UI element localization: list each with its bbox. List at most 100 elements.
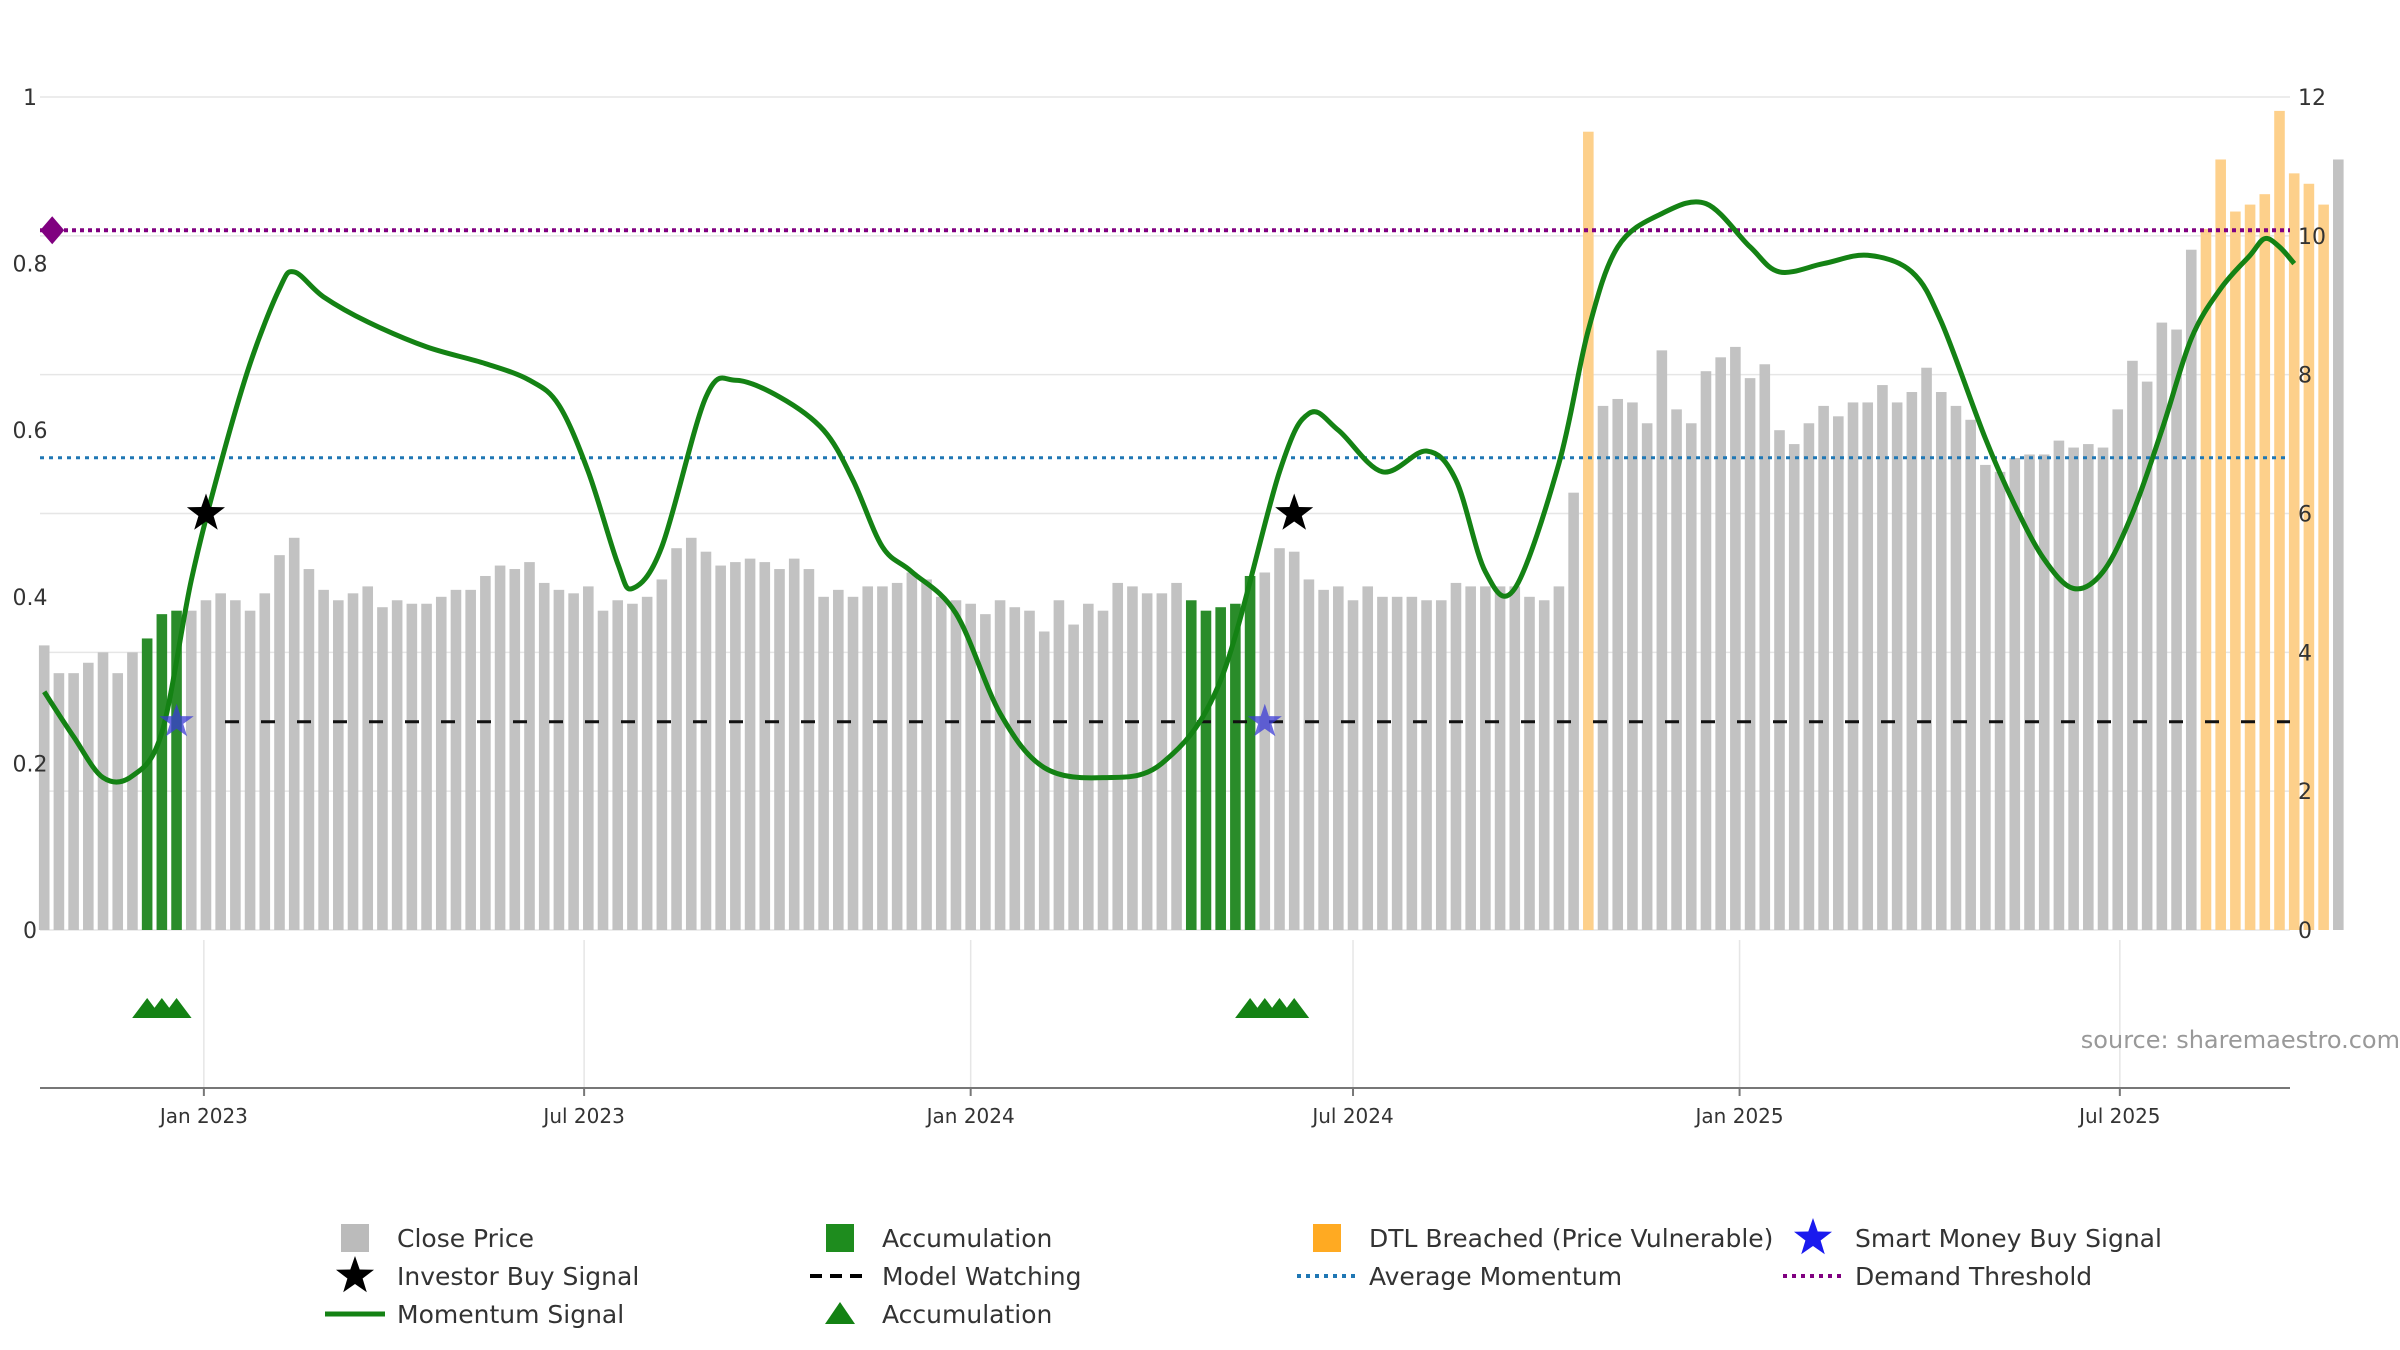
close-price-bar bbox=[1877, 385, 1888, 930]
close-price-bar bbox=[1597, 405, 1609, 930]
close-price-bar bbox=[2083, 444, 2094, 930]
close-price-bar bbox=[1024, 610, 1035, 930]
close-price-bar bbox=[524, 562, 535, 930]
close-price-bar bbox=[921, 579, 932, 930]
close-price-bar bbox=[1127, 586, 1138, 930]
close-price-bar bbox=[377, 607, 388, 930]
close-price-bar bbox=[2053, 440, 2065, 930]
close-price-bar bbox=[68, 673, 79, 930]
signal-markers bbox=[40, 216, 1314, 1018]
close-price-bar bbox=[185, 610, 197, 930]
reference-lines bbox=[40, 228, 2290, 724]
close-price-bar bbox=[803, 569, 815, 930]
close-price-bar bbox=[391, 600, 403, 930]
dtl-breached-bar bbox=[2230, 211, 2241, 931]
y-right-tick-label: 6 bbox=[2298, 503, 2312, 528]
x-tick-label: Jan 2024 bbox=[925, 1104, 1015, 1128]
legend-label: Smart Money Buy Signal bbox=[1855, 1224, 2162, 1253]
legend-swatch-square bbox=[826, 1224, 854, 1252]
close-price-bar bbox=[1038, 631, 1050, 930]
close-price-bar bbox=[1906, 392, 1918, 930]
close-price-bar bbox=[1891, 402, 1903, 930]
close-price-bar bbox=[833, 589, 844, 930]
y-left-tick-label: 1 bbox=[23, 86, 37, 111]
close-price-bar bbox=[1685, 423, 1697, 930]
close-price-bar bbox=[774, 569, 785, 930]
close-price-bar bbox=[935, 596, 947, 930]
x-tick-label: Jul 2023 bbox=[541, 1104, 624, 1128]
legend: Close Price Accumulation DTL Breached (Pri… bbox=[325, 1218, 2162, 1329]
close-price-bar bbox=[2068, 447, 2079, 930]
close-price-bar bbox=[1083, 603, 1094, 930]
legend-item: DTL Breached (Price Vulnerable) bbox=[1313, 1224, 1773, 1253]
close-price-bar bbox=[1612, 398, 1624, 930]
close-price-bar bbox=[215, 593, 226, 930]
close-price-bar bbox=[1656, 350, 1668, 930]
close-price-bar bbox=[2171, 329, 2182, 930]
legend-label: Accumulation bbox=[882, 1224, 1052, 1253]
close-price-bar bbox=[1259, 572, 1271, 930]
legend-item: Accumulation bbox=[825, 1300, 1052, 1329]
x-tick-label: Jul 2025 bbox=[2077, 1104, 2160, 1128]
dtl-breached-bar bbox=[2274, 110, 2285, 931]
close-price-bar bbox=[1112, 582, 1124, 930]
dtl-breached-bar bbox=[2244, 204, 2256, 931]
close-price-bar bbox=[1406, 596, 1418, 930]
legend-item: Close Price bbox=[341, 1224, 534, 1253]
close-price-bar bbox=[906, 572, 918, 930]
close-price-bar bbox=[1935, 392, 1947, 930]
close-price-bar bbox=[1435, 600, 1447, 930]
legend-item: Model Watching bbox=[810, 1262, 1082, 1291]
accumulation-bar bbox=[141, 638, 153, 930]
bars bbox=[38, 110, 2344, 931]
close-price-bar bbox=[1671, 409, 1682, 930]
close-price-bar bbox=[1965, 419, 1976, 930]
y-left-tick-label: 0 bbox=[23, 919, 37, 944]
close-price-bar bbox=[1833, 416, 1844, 931]
close-price-bar bbox=[480, 575, 491, 930]
x-tick-label: Jan 2025 bbox=[1694, 1104, 1784, 1128]
close-price-bar bbox=[2038, 454, 2050, 930]
close-price-bar bbox=[994, 600, 1006, 930]
axes: Jan 2023 Jul 2023 Jan 2024 Jul 2024 Jan 2025… bbox=[13, 86, 2327, 1128]
close-price-bar bbox=[1171, 582, 1182, 930]
close-price-bar bbox=[259, 593, 271, 930]
dtl-breached-bar bbox=[2259, 194, 2271, 930]
close-price-bar bbox=[333, 600, 344, 930]
dtl-breached-bar bbox=[2288, 173, 2300, 930]
dtl-breached-bar bbox=[2200, 228, 2212, 930]
dtl-breached-bar bbox=[2215, 159, 2226, 931]
close-price-bar bbox=[744, 558, 756, 930]
close-price-bar bbox=[2112, 409, 2124, 930]
close-price-bar bbox=[1450, 582, 1462, 930]
close-price-bar bbox=[1730, 346, 1741, 930]
close-price-bar bbox=[127, 652, 138, 930]
accumulation-bar bbox=[171, 610, 182, 930]
investor-buy-signal bbox=[1275, 493, 1314, 530]
y-right-tick-label: 4 bbox=[2298, 641, 2312, 666]
y-left-tick-label: 0.4 bbox=[13, 586, 48, 611]
close-price-bar bbox=[494, 565, 506, 930]
close-price-bar bbox=[730, 562, 741, 930]
investor-buy-signal bbox=[186, 493, 225, 530]
close-price-bar bbox=[1009, 607, 1021, 930]
close-price-bar bbox=[759, 562, 771, 930]
close-price-bar bbox=[553, 589, 565, 930]
close-price-bar bbox=[1950, 405, 1962, 930]
close-price-bar bbox=[1391, 596, 1403, 930]
y-left-tick-label: 0.2 bbox=[13, 752, 48, 777]
close-price-bar bbox=[568, 593, 579, 930]
y-right-tick-label: 10 bbox=[2298, 225, 2326, 250]
accumulation-bar bbox=[1244, 575, 1256, 930]
close-price-bar bbox=[2333, 159, 2344, 931]
accumulation-marker bbox=[1279, 998, 1310, 1018]
close-price-bar bbox=[980, 614, 991, 930]
close-price-bar bbox=[627, 603, 638, 930]
close-price-bar bbox=[965, 603, 976, 930]
close-price-bar bbox=[862, 586, 874, 930]
legend-item: Accumulation bbox=[826, 1224, 1052, 1253]
x-tick-label: Jul 2024 bbox=[1310, 1104, 1393, 1128]
legend-item: Demand Threshold bbox=[1783, 1262, 2092, 1291]
legend-label: Model Watching bbox=[882, 1262, 1082, 1291]
